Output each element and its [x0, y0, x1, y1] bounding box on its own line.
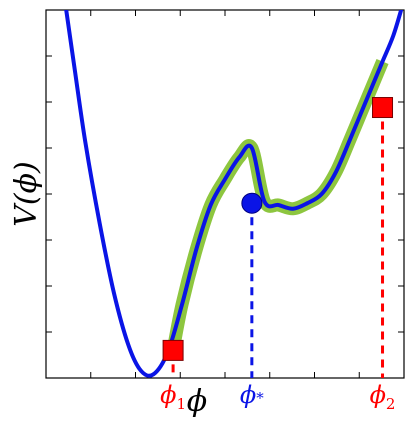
- plot-border: [45, 9, 405, 379]
- plot-frame: [45, 9, 405, 379]
- labels: ϕ1 ϕ* ϕ2 ϕ V(ϕ): [9, 161, 395, 419]
- marker-label-3: ϕ2: [370, 381, 396, 413]
- marker-label-2: ϕ*: [240, 381, 264, 409]
- markers: [162, 97, 394, 378]
- y-axis-label: V(ϕ): [9, 161, 44, 227]
- curves: [64, 10, 404, 378]
- circle-marker: [241, 192, 263, 214]
- marker-label-1: ϕ1: [160, 381, 186, 413]
- square-marker-1: [162, 339, 184, 361]
- potential-line: [64, 10, 404, 378]
- axis-ticks: [46, 10, 404, 378]
- square-marker-3: [372, 97, 394, 119]
- x-axis-label: ϕ: [187, 384, 207, 419]
